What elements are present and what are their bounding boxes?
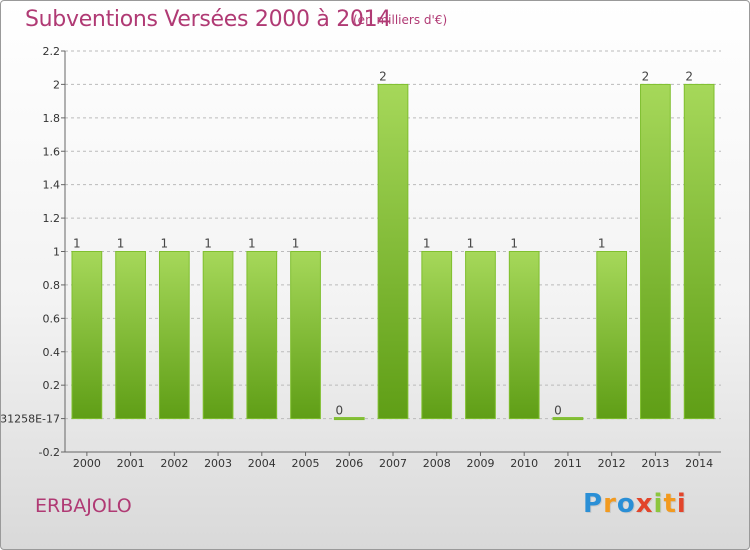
bar [158,251,190,420]
x-tick-label: 2009 [466,457,494,470]
data-label: 1 [423,237,431,251]
logo-letter: i [676,489,687,519]
data-label: 1 [467,237,475,251]
logo-letter: t [663,489,677,519]
x-tick-label: 2000 [73,457,101,470]
y-tick-label: 1.2 [43,212,61,225]
y-tick-label: 0.2 [43,379,61,392]
logo-letter: P [583,489,604,519]
bar [640,83,671,420]
bar [202,251,234,420]
logo-letter: i [653,489,664,519]
bar [596,251,628,420]
data-label: 1 [161,237,169,251]
proxiti-logo[interactable]: Proxiti [583,489,687,519]
chart-title: Subventions Versées 2000 à 2014 [25,7,392,32]
data-label: 1 [598,237,606,251]
y-tick-label: 1.6 [43,145,61,158]
bars-layer: 1 1 1 1 1 1 0 2 1 1 1 0 1 2 2 [71,69,715,421]
y-tick-label: 2 [53,78,60,91]
data-label: 2 [642,69,650,83]
x-tick-label: 2008 [423,457,451,470]
bar [508,251,540,420]
x-tick-label: 2011 [554,457,582,470]
bar [246,251,278,420]
x-tick-label: 2005 [292,457,320,470]
y-tick-label: -0.2 [39,446,60,459]
data-label: 0 [554,404,562,418]
bar [115,251,146,420]
x-tick-label: 2007 [379,457,407,470]
x-tick-label: 2013 [641,457,669,470]
bar [465,251,496,420]
x-tick-label: 2001 [117,457,145,470]
commune-name: ERBAJOLO [35,495,132,517]
y-tick-label: 1.4 [43,179,61,192]
bar [377,83,409,420]
data-label: 1 [117,237,125,251]
data-label: 1 [510,237,518,251]
logo-letter: o [616,489,636,519]
bar [421,251,453,420]
y-tick-label: 2.2 [43,45,61,58]
x-tick-label: 2003 [204,457,232,470]
x-tick-label: 2010 [510,457,538,470]
data-label: 1 [248,237,256,251]
y-tick-label: -5.5511151231258E-17 [1,413,60,426]
y-tick-label: 1 [53,246,60,259]
bar [290,251,321,420]
x-tick-label: 2012 [598,457,626,470]
bar [683,83,715,420]
x-tick-label: 2014 [685,457,713,470]
y-tick-label: 1.8 [43,112,61,125]
logo-letter: x [635,489,654,519]
y-tick-label: 0.6 [43,312,61,325]
data-label: 1 [73,237,81,251]
data-label: 2 [379,69,387,83]
chart-subtitle: (en milliers d'€) [353,13,448,27]
x-tick-label: 2004 [248,457,276,470]
data-label: 1 [204,237,212,251]
axis-layer: -0.2 -5.5511151231258E-17 0.2 0.4 0.6 0.8 1 1.2… [1,45,721,470]
data-label: 0 [335,404,343,418]
bar [333,417,365,421]
x-tick-label: 2002 [160,457,188,470]
y-tick-label: 0.4 [43,346,61,359]
data-label: 1 [292,237,300,251]
y-tick-label: 0.8 [43,279,61,292]
x-tick-label: 2006 [335,457,363,470]
bar [71,251,103,420]
logo-letter: r [603,489,617,519]
data-label: 2 [685,69,693,83]
bar [552,417,584,421]
